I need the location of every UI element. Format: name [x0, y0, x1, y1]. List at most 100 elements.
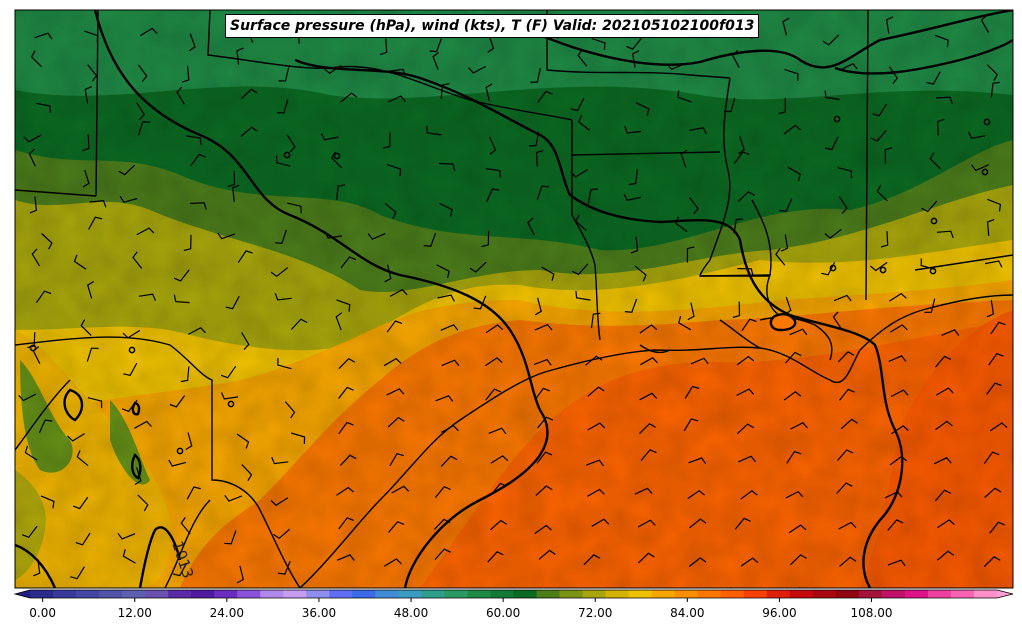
wind-barb	[136, 102, 145, 121]
wind-barb	[688, 557, 707, 567]
wind-barb	[934, 489, 952, 502]
wind-barb	[639, 422, 656, 434]
wind-barb	[737, 190, 755, 202]
wind-barb	[688, 197, 699, 215]
wind-barb	[837, 167, 853, 179]
wind-barb	[788, 524, 807, 534]
wind-barb	[675, 216, 688, 233]
wind-barb	[839, 556, 857, 567]
wind-barb	[379, 38, 388, 56]
wind-barb	[340, 256, 357, 269]
wind-barb	[929, 152, 941, 170]
colorbar-segment	[720, 590, 745, 598]
wind-barb	[640, 449, 657, 461]
wind-barb	[276, 99, 289, 114]
colorbar-segment	[214, 590, 238, 598]
wind-barb	[888, 355, 907, 363]
wind-barb	[537, 90, 553, 104]
wind-barb	[40, 495, 55, 509]
colorbar-tick-label: 0.00	[29, 606, 57, 620]
wind-barb	[683, 418, 699, 432]
wind-barb	[122, 329, 141, 339]
colorbar-segment	[697, 590, 722, 598]
colorbar-segment	[76, 590, 100, 598]
wind-barb	[434, 485, 451, 498]
wind-barb	[624, 126, 642, 134]
temperature-colorbar	[13, 589, 1014, 602]
wind-barb	[173, 294, 190, 304]
wind-barb	[137, 121, 150, 136]
wind-barb	[433, 518, 451, 530]
wind-barb	[988, 352, 1004, 366]
wind-barb	[389, 452, 404, 467]
calm-wind-markers	[29, 115, 991, 455]
wind-barb	[387, 95, 406, 103]
wind-barb	[935, 420, 953, 431]
wind-barb	[630, 236, 639, 254]
wind-barb	[436, 264, 450, 279]
wind-barb	[624, 298, 638, 313]
wind-barb	[924, 298, 936, 313]
wind-barb	[785, 351, 802, 364]
wind-barb	[387, 164, 402, 177]
wind-barb	[35, 290, 52, 304]
wind-barb	[137, 64, 148, 82]
wind-barb	[88, 216, 103, 230]
wind-barb	[635, 102, 650, 116]
wind-barb	[121, 399, 138, 413]
wind-barb	[534, 524, 552, 535]
wind-barb	[870, 261, 888, 272]
wind-barb	[324, 231, 342, 239]
wind-barb	[384, 264, 392, 283]
wind-barb	[775, 248, 786, 266]
wind-barb	[76, 450, 89, 467]
wind-barb	[389, 288, 408, 297]
map-frame	[14, 9, 1014, 589]
wind-barb	[786, 450, 802, 464]
wind-barb	[785, 490, 804, 499]
wind-barb	[426, 126, 442, 136]
wind-barb	[132, 251, 143, 269]
colorbar-segment	[467, 590, 492, 598]
wind-barb	[41, 233, 53, 250]
wind-barb	[84, 86, 92, 104]
wind-barb	[637, 552, 655, 564]
wind-barb	[338, 357, 356, 370]
wind-barb	[741, 318, 757, 332]
wind-barb	[987, 198, 1002, 212]
wind-barb	[240, 88, 258, 100]
wind-barb	[432, 52, 440, 70]
wind-barb	[134, 420, 152, 429]
wind-barb	[236, 433, 250, 449]
wind-barb	[986, 300, 995, 318]
wind-barb	[986, 382, 1002, 395]
wind-barb	[336, 486, 354, 496]
wind-barb	[936, 230, 954, 239]
wind-barb	[190, 153, 206, 167]
wind-barb	[323, 64, 342, 75]
wind-barb	[936, 118, 945, 136]
wind-barb	[575, 214, 587, 232]
wind-barb	[440, 455, 458, 467]
wind-barb	[488, 427, 507, 435]
wind-barb	[169, 395, 186, 408]
wind-barb	[23, 134, 42, 143]
colorbar-segment	[789, 590, 814, 598]
wind-barb	[336, 184, 346, 200]
wind-barb	[391, 485, 410, 494]
wind-barb	[489, 519, 508, 531]
wind-barb	[340, 92, 358, 103]
wind-barb	[687, 302, 695, 321]
calm-wind-circle	[128, 346, 136, 354]
wind-barb	[872, 103, 888, 117]
wind-barb	[335, 312, 343, 331]
wind-barb	[181, 65, 190, 83]
colorbar-segment	[904, 590, 929, 598]
wind-barb	[34, 32, 53, 40]
calm-wind-circle	[930, 217, 938, 225]
wind-barb	[180, 517, 191, 535]
calm-wind-circle	[829, 264, 837, 272]
wind-barb	[889, 324, 908, 333]
wind-barb	[884, 491, 903, 499]
